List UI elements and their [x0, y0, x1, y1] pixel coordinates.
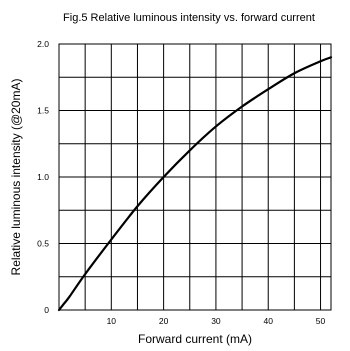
y-tick-label: 0	[44, 305, 49, 315]
y-tick-label: 1.0	[37, 172, 49, 182]
x-tick-label: 10	[107, 316, 117, 326]
grid-lines	[59, 44, 331, 310]
x-axis-label: Forward current (mA)	[138, 332, 252, 346]
tick-labels: 10 20 30 40 50 0 0.5 1.0 1.5 2.0	[37, 39, 325, 326]
y-tick-label: 2.0	[37, 39, 49, 49]
y-tick-label: 1.5	[37, 106, 49, 116]
x-tick-label: 20	[159, 316, 169, 326]
series-line	[57, 56, 333, 312]
chart-title: Fig.5 Relative luminous intensity vs. fo…	[63, 12, 315, 24]
x-tick-label: 30	[211, 316, 221, 326]
y-axis-label: Relative luminous intensity (@20mA)	[9, 79, 23, 276]
plot-area: 10 20 30 40 50 0 0.5 1.0 1.5 2.0	[37, 39, 333, 326]
x-tick-label: 50	[316, 316, 326, 326]
y-tick-label: 0.5	[37, 239, 49, 249]
x-tick-label: 40	[263, 316, 273, 326]
